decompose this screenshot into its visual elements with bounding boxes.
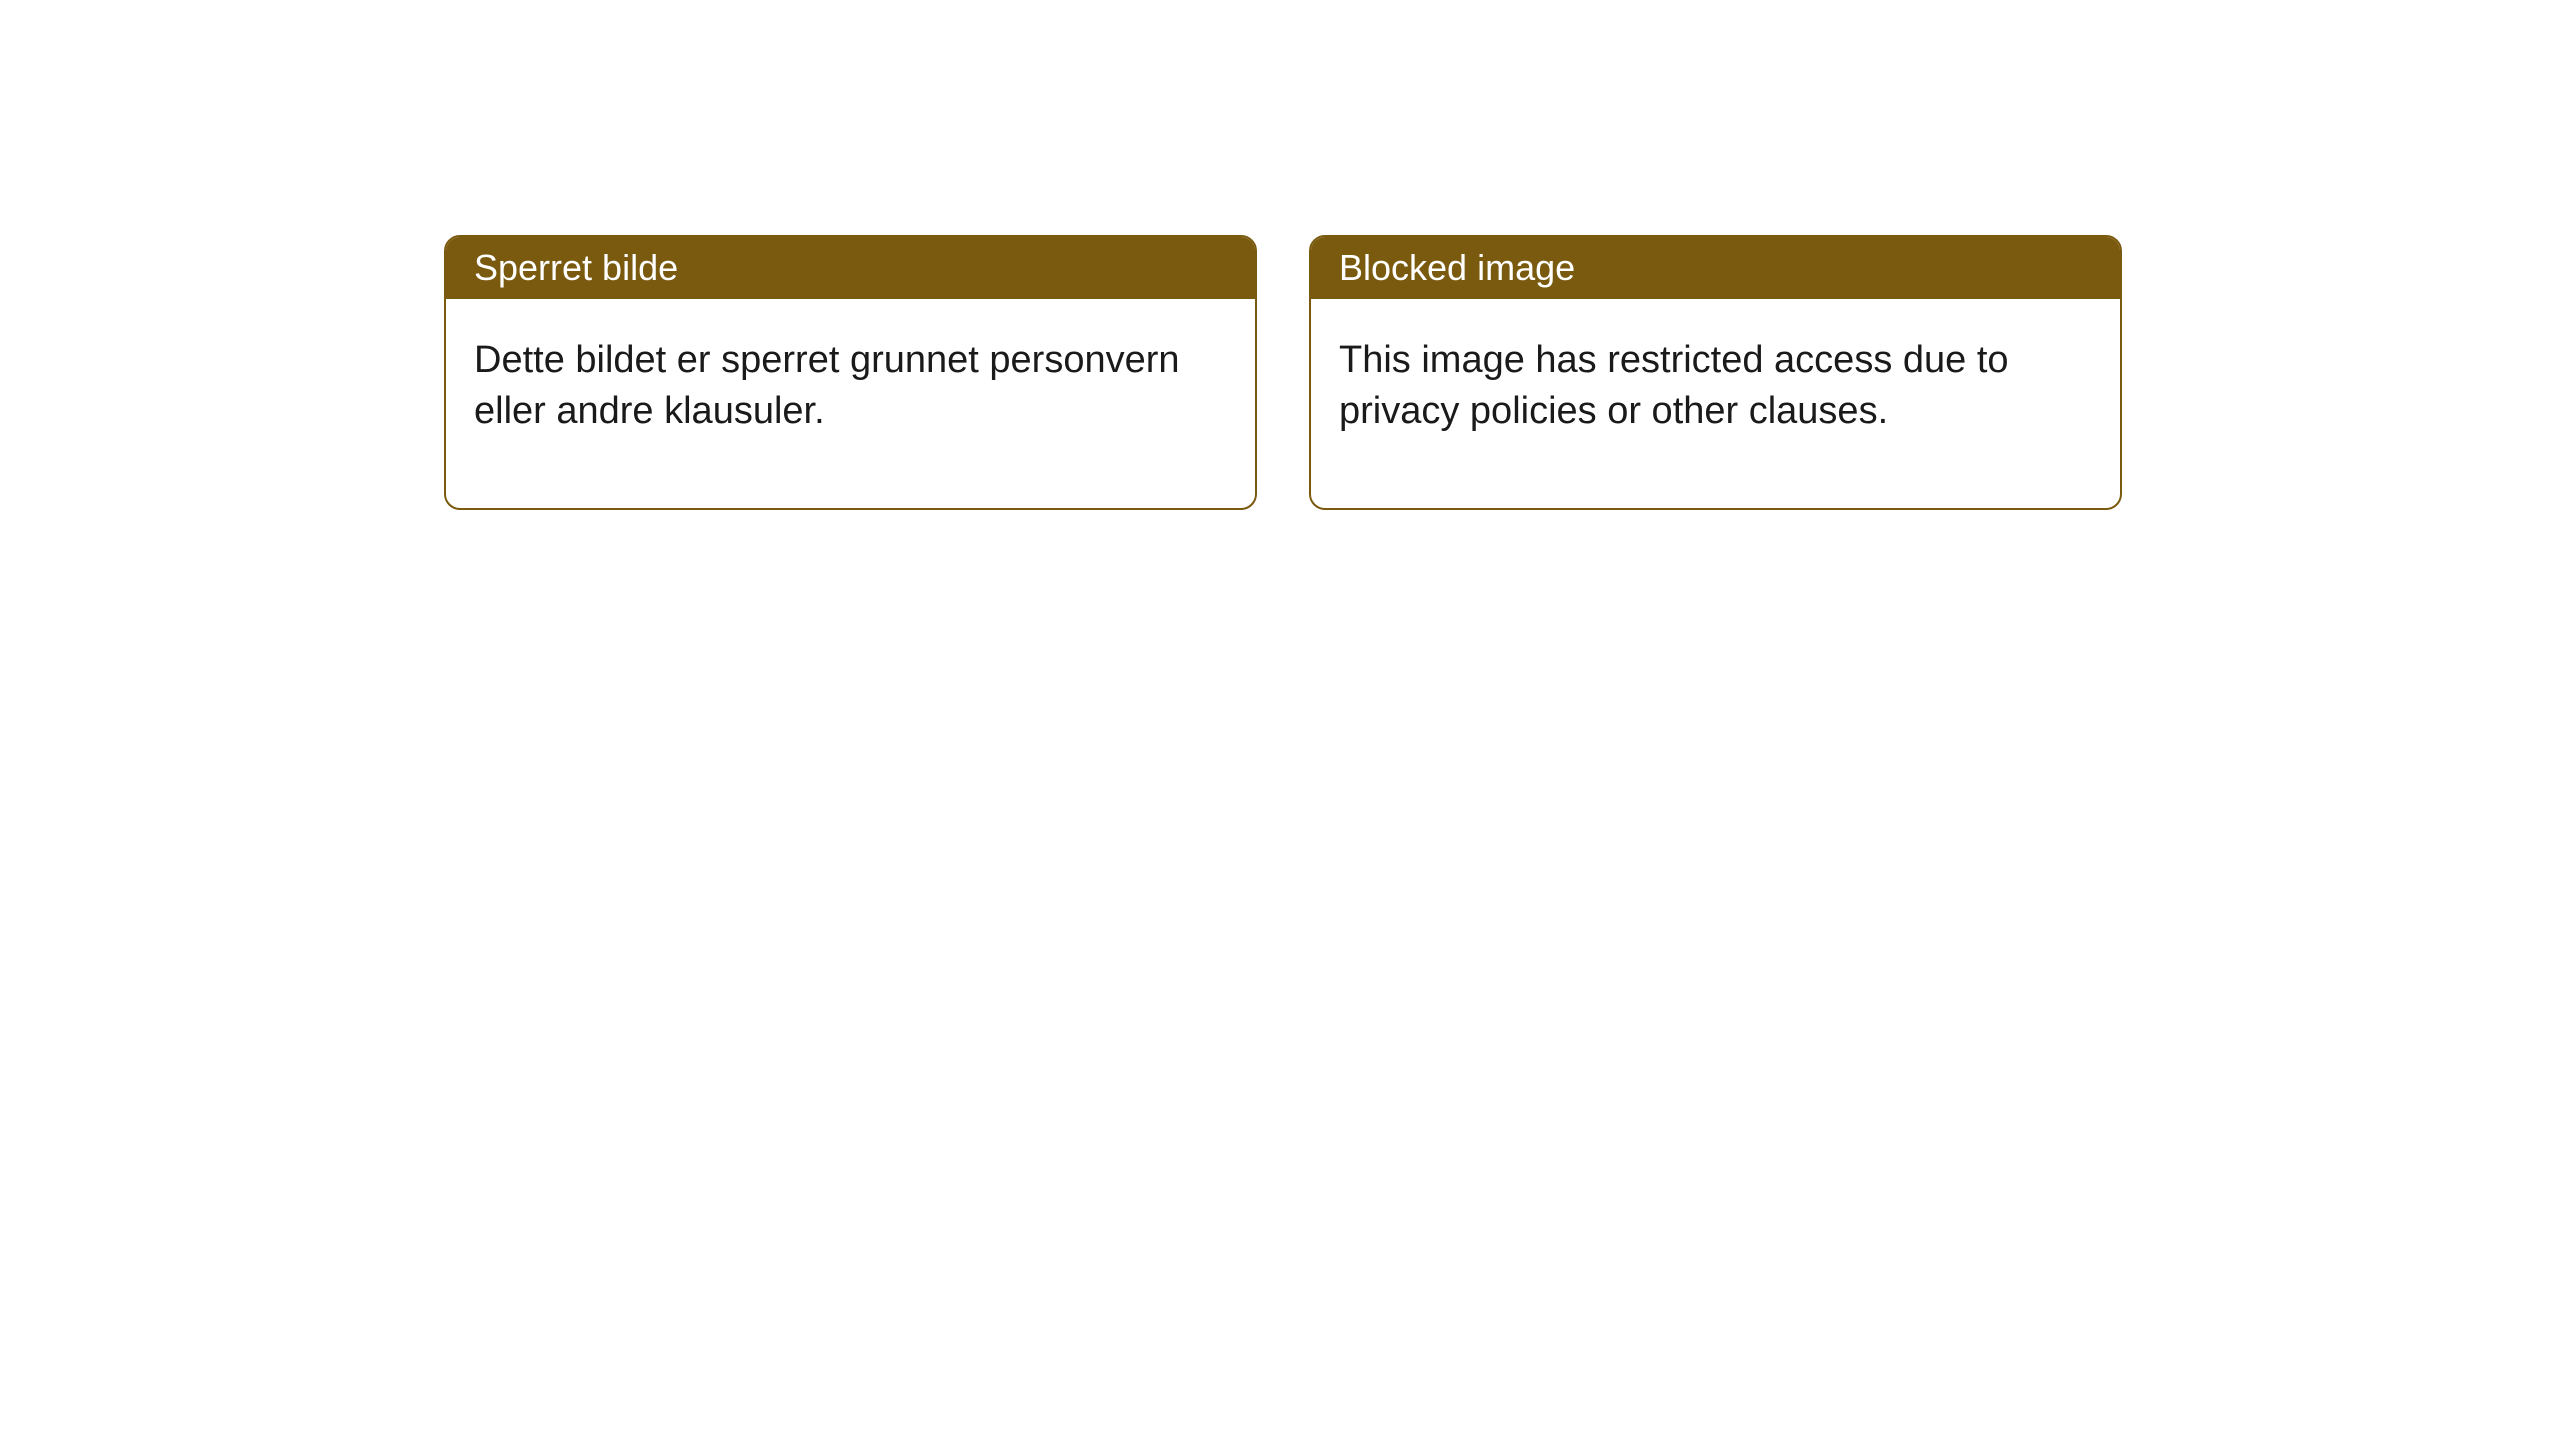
notice-body: This image has restricted access due to … bbox=[1311, 299, 2120, 508]
notice-body-text: Dette bildet er sperret grunnet personve… bbox=[474, 339, 1180, 432]
notice-body-text: This image has restricted access due to … bbox=[1339, 339, 2009, 432]
notice-title: Blocked image bbox=[1339, 247, 1575, 288]
notice-header: Sperret bilde bbox=[446, 237, 1255, 299]
notice-title: Sperret bilde bbox=[474, 247, 678, 288]
notice-card-norwegian: Sperret bilde Dette bildet er sperret gr… bbox=[444, 235, 1257, 510]
notice-body: Dette bildet er sperret grunnet personve… bbox=[446, 299, 1255, 508]
notice-container: Sperret bilde Dette bildet er sperret gr… bbox=[444, 235, 2122, 510]
notice-header: Blocked image bbox=[1311, 237, 2120, 299]
notice-card-english: Blocked image This image has restricted … bbox=[1309, 235, 2122, 510]
